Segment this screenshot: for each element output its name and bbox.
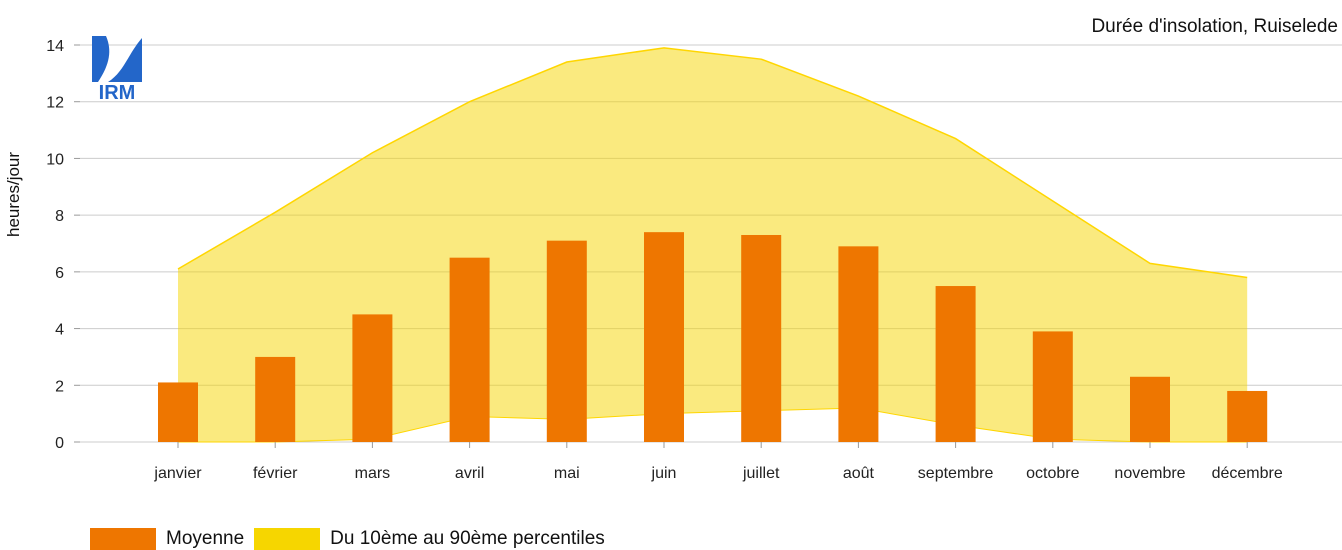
bar-octobre[interactable] (1032, 331, 1073, 442)
y-tick-label: 6 (55, 265, 64, 282)
bar-mars[interactable] (352, 314, 393, 442)
bar-avril[interactable] (449, 257, 490, 442)
x-tick-label: février (253, 465, 298, 482)
x-tick-label: janvier (153, 465, 202, 482)
x-tick-label: mai (554, 465, 580, 482)
legend-label-mean: Moyenne (166, 528, 245, 549)
x-tick-label: mars (355, 465, 391, 482)
percentile-90-line (177, 47, 1248, 279)
x-tick-label: octobre (1026, 465, 1079, 482)
x-tick-label: août (843, 465, 875, 482)
irm-logo-text: IRM (98, 82, 136, 104)
y-axis-ticks: 0 2 4 6 8 10 12 14 (46, 38, 80, 452)
x-tick-label: novembre (1114, 465, 1185, 482)
y-tick-label: 2 (55, 378, 64, 395)
bar-juin[interactable] (644, 232, 684, 442)
bar-août[interactable] (838, 246, 879, 442)
y-tick-label: 0 (55, 435, 64, 452)
chart-title: Durée d'insolation, Ruiselede (1091, 16, 1338, 37)
x-tick-label: décembre (1212, 465, 1283, 482)
y-axis-label: heures/jour (4, 151, 23, 237)
legend-label-percentiles: Du 10ème au 90ème percentiles (330, 528, 605, 549)
mean-bars (158, 232, 1268, 442)
x-tick-label: septembre (918, 465, 994, 482)
bar-décembre[interactable] (1227, 390, 1268, 442)
x-axis-ticks: janvier février mars avril mai juin juillet aoû… (153, 442, 1283, 482)
irm-logo: IRM (90, 36, 144, 104)
x-tick-label: juillet (742, 465, 780, 482)
bar-juillet[interactable] (741, 234, 782, 442)
bar-novembre[interactable] (1130, 376, 1170, 442)
legend-swatch-mean (90, 528, 156, 550)
legend: Moyenne Du 10ème au 90ème percentiles (90, 528, 615, 550)
legend-swatch-percentiles (254, 528, 321, 550)
x-tick-label: avril (455, 465, 484, 482)
y-tick-label: 8 (55, 208, 64, 225)
y-tick-label: 14 (46, 38, 64, 55)
bar-janvier[interactable] (158, 382, 198, 442)
bar-mai[interactable] (546, 240, 587, 442)
percentile-band (177, 47, 1248, 443)
x-tick-label: juin (651, 465, 677, 482)
bar-février[interactable] (255, 356, 296, 442)
y-tick-label: 10 (46, 151, 64, 168)
percentile-area (178, 47, 1248, 442)
y-tick-label: 12 (46, 95, 64, 112)
irm-logo-mark-icon (92, 36, 142, 82)
bar-septembre[interactable] (935, 286, 976, 442)
y-tick-label: 4 (55, 322, 64, 339)
